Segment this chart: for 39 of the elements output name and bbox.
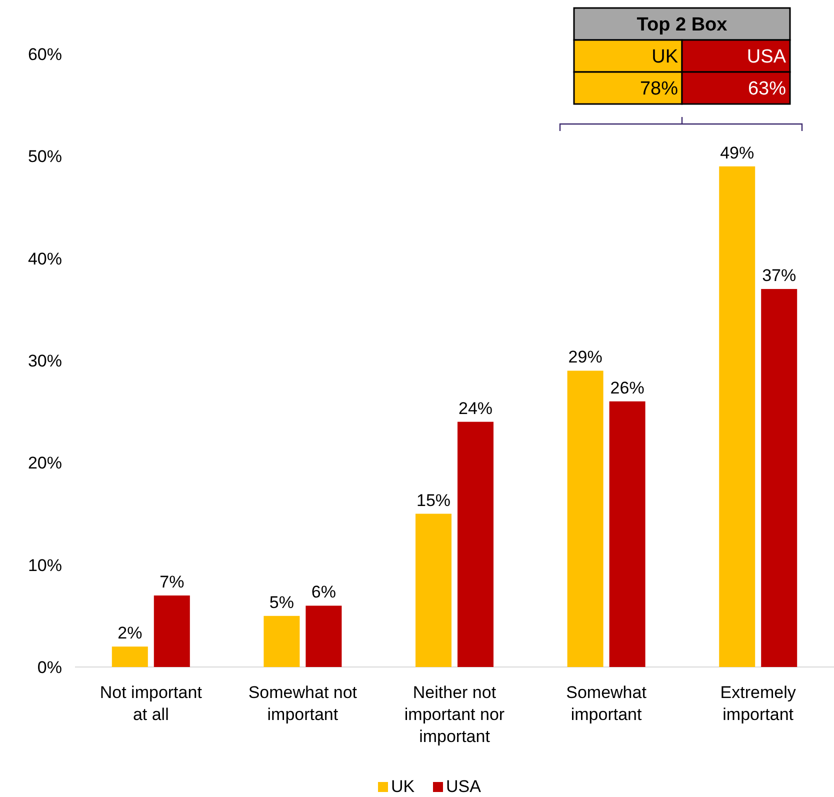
y-tick-label: 20%: [28, 454, 62, 473]
data-label: 49%: [720, 143, 754, 162]
x-tick-label: Somewhat not important: [248, 683, 358, 724]
annotation: USA: [746, 46, 786, 68]
data-label: 37%: [762, 266, 796, 285]
y-tick-label: 60%: [28, 44, 62, 64]
bar: [719, 166, 756, 667]
annotation: 63%: [748, 78, 786, 100]
data-label: 6%: [311, 582, 336, 602]
x-tick-label: Neither not important nor important: [404, 683, 505, 746]
y-tick-label: 10%: [28, 556, 62, 575]
bar: [112, 646, 148, 667]
data-label: 7%: [160, 572, 184, 592]
bar: [458, 422, 494, 667]
data-label: 26%: [610, 378, 644, 398]
text: Top 2 Box: [636, 14, 728, 36]
data-label: 2%: [118, 624, 142, 643]
bar: [306, 606, 342, 667]
y-tick-label: 30%: [28, 351, 62, 370]
bar: [567, 370, 604, 667]
x-tick-label: Somewhat important: [566, 683, 647, 724]
data-label: 15%: [416, 490, 451, 510]
legend-label: USA: [446, 777, 482, 796]
data-label: 24%: [458, 398, 493, 418]
y-tick-label: 50%: [28, 147, 62, 166]
bar: [761, 288, 798, 667]
x-tick-label: Not important at all: [100, 683, 202, 724]
y-tick-label: 40%: [28, 249, 62, 268]
x-tick-label: Extremely important: [720, 683, 796, 724]
data-label: 5%: [269, 592, 294, 612]
bar: [416, 514, 452, 667]
bar: [609, 401, 646, 667]
annotation: 78%: [640, 78, 678, 100]
legend-label: UK: [391, 777, 416, 796]
data-label: 29%: [568, 348, 602, 367]
bar: [154, 595, 190, 667]
bar: [264, 616, 300, 667]
y-tick-label: 0%: [37, 658, 62, 677]
annotation: UK: [652, 46, 678, 68]
